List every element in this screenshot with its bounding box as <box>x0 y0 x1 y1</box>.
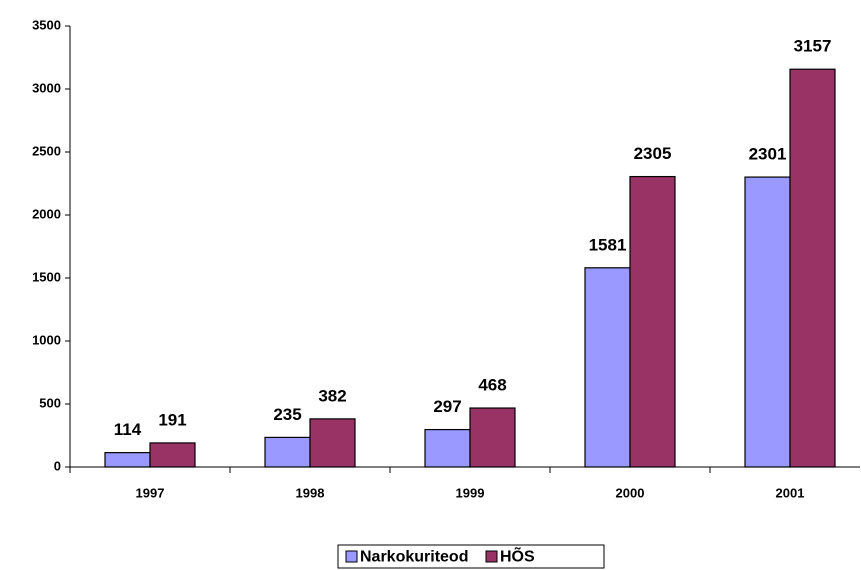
value-label: 2301 <box>749 145 787 164</box>
value-label: 114 <box>114 420 142 439</box>
x-tick-label: 1998 <box>296 485 325 500</box>
legend-label: Narkokuriteod <box>360 549 468 566</box>
value-label: 382 <box>318 386 346 405</box>
x-tick-label: 2001 <box>776 485 805 500</box>
x-tick-label: 1997 <box>136 485 165 500</box>
bar <box>309 418 356 468</box>
legend-box <box>337 544 605 569</box>
y-tick-label: 500 <box>39 395 61 410</box>
bar <box>104 452 151 468</box>
legend-label: HÕS <box>500 546 535 566</box>
bar <box>744 176 791 468</box>
bar <box>469 407 516 468</box>
y-tick-label: 3500 <box>32 17 61 32</box>
legend-swatch <box>345 550 358 563</box>
y-tick-label: 2500 <box>32 143 61 158</box>
value-label: 191 <box>158 410 186 429</box>
value-label: 3157 <box>794 37 832 56</box>
y-tick-label: 3000 <box>32 80 61 95</box>
y-tick-label: 0 <box>54 458 61 473</box>
bar <box>584 267 631 468</box>
value-label: 2305 <box>634 144 672 163</box>
bar <box>789 68 836 468</box>
bar <box>149 442 196 468</box>
value-label: 235 <box>273 405 301 424</box>
bar <box>424 428 471 468</box>
bar <box>264 436 311 468</box>
y-tick-label: 2000 <box>32 206 61 221</box>
bar <box>629 175 676 468</box>
value-label: 1581 <box>589 235 627 254</box>
value-label: 468 <box>478 376 506 395</box>
x-tick-label: 1999 <box>456 485 485 500</box>
x-tick-label: 2000 <box>616 485 645 500</box>
y-tick-label: 1000 <box>32 332 61 347</box>
value-label: 297 <box>433 397 461 416</box>
y-tick-label: 1500 <box>32 269 61 284</box>
legend-swatch <box>485 550 498 563</box>
